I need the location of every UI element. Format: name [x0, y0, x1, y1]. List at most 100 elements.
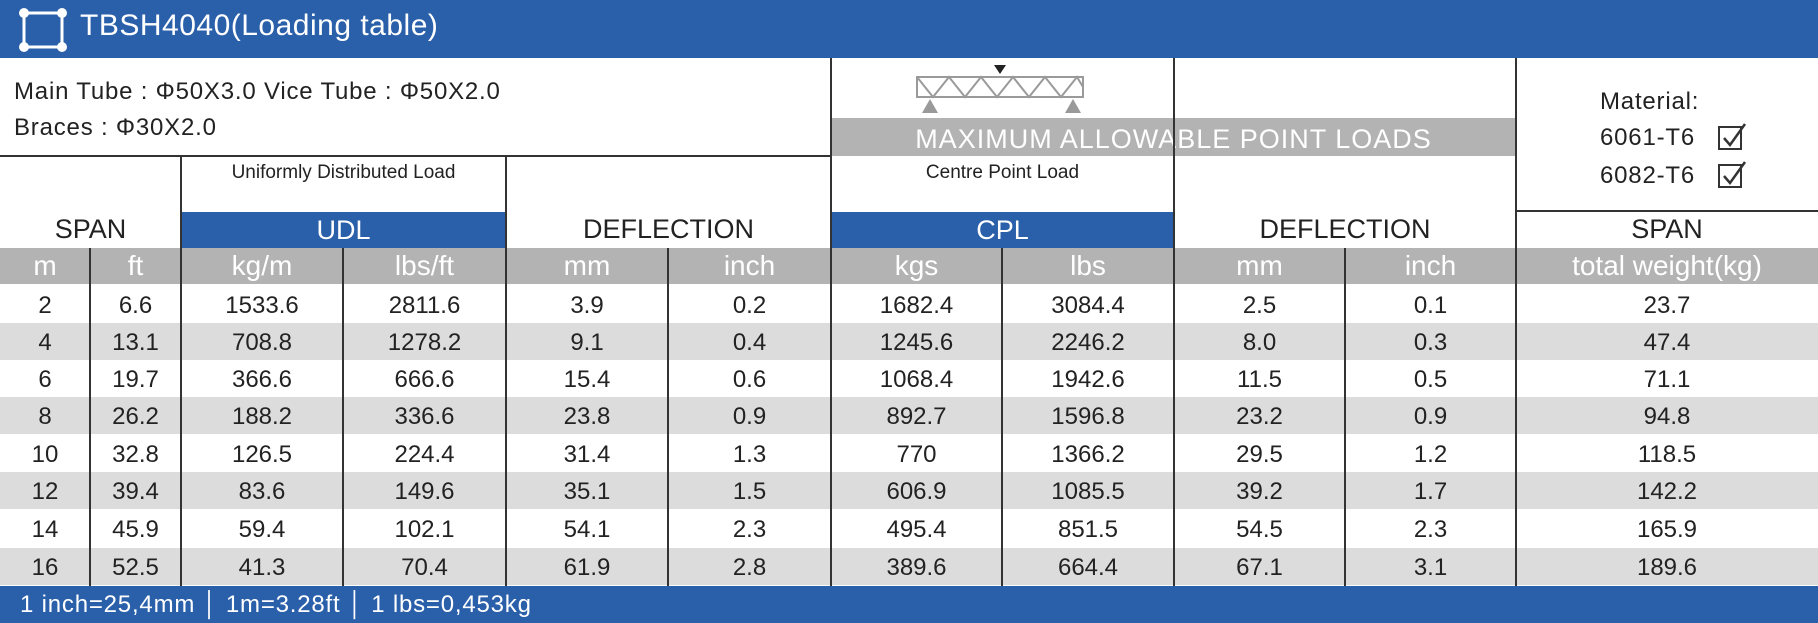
udl-header: UDL — [181, 212, 506, 248]
table-cell: 54.5 — [1236, 516, 1283, 543]
braces-spec: Braces : Φ30X2.0 — [14, 114, 217, 141]
table-cell: 19.7 — [112, 366, 159, 393]
divider — [342, 248, 344, 586]
table-cell: 851.5 — [1057, 516, 1119, 543]
divider — [830, 58, 832, 586]
table-cell: 664.4 — [1057, 554, 1119, 581]
material-option-6082: 6082-T6 — [1600, 162, 1695, 189]
span-weight-header: SPAN — [1631, 214, 1703, 244]
center-load-diagram-icon — [910, 62, 1090, 116]
table-cell: 666.6 — [394, 366, 455, 393]
table-cell: 1533.6 — [225, 292, 299, 319]
table-cell: 389.6 — [886, 554, 947, 581]
unit-label: mm — [563, 250, 611, 281]
table-cell: 2 — [38, 292, 52, 319]
truss-section-icon — [18, 7, 68, 53]
table-cell: 61.9 — [563, 554, 611, 581]
checkbox-6082-icon — [1718, 161, 1747, 188]
divider — [1173, 58, 1175, 586]
page-title: TBSH4040(Loading table) — [80, 9, 439, 42]
table-cell: 4 — [38, 329, 52, 356]
table-cell: 118.5 — [1637, 441, 1697, 468]
unit-label: ft — [127, 250, 144, 281]
divider — [505, 155, 507, 586]
divider — [1515, 58, 1517, 586]
divider — [180, 155, 182, 586]
table-cell: 23.7 — [1643, 292, 1691, 319]
table-cell: 0.6 — [732, 366, 767, 393]
material-option-6061: 6061-T6 — [1600, 124, 1695, 151]
divider — [667, 248, 669, 586]
unit-label: total weight(kg) — [1572, 250, 1762, 281]
table-cell: 2.3 — [732, 516, 767, 543]
table-cell: 45.9 — [112, 516, 159, 543]
table-cell: 1682.4 — [879, 292, 954, 319]
table-cell: 0.5 — [1413, 366, 1448, 393]
span-header: SPAN — [54, 214, 127, 244]
unit-label: m — [33, 250, 57, 281]
table-cell: 94.8 — [1643, 403, 1691, 430]
table-cell: 71.1 — [1643, 366, 1691, 393]
table-cell: 2.5 — [1242, 292, 1277, 319]
table-cell: 366.6 — [231, 366, 293, 393]
divider — [0, 155, 831, 157]
table-cell: 1245.6 — [879, 329, 954, 356]
table-cell: 12 — [31, 478, 59, 505]
table-cell: 1278.2 — [387, 329, 462, 356]
table-cell: 1068.4 — [879, 366, 954, 393]
table-cell: 0.4 — [732, 329, 767, 356]
table-cell: 83.6 — [238, 478, 286, 505]
divider — [1344, 248, 1346, 586]
table-row: 10 32.8 126.5 224.4 31.4 1.3 770 1366.2 29.5 1.2 1… — [0, 435, 1818, 472]
udl-description: Uniformly Distributed Load — [231, 162, 456, 183]
table-cell: 59.4 — [238, 516, 286, 543]
deflection-header: DEFLECTION — [582, 214, 755, 244]
unit-label: lbs/ft — [394, 250, 455, 281]
table-cell: 606.9 — [886, 478, 947, 505]
table-row: 6 19.7 366.6 666.6 15.4 0.6 1068.4 1942.6 11.5 0.… — [0, 360, 1818, 397]
title-bar: TBSH4040(Loading table) — [0, 0, 1818, 58]
table-row: 14 45.9 59.4 102.1 54.1 2.3 495.4 851.5 54.5 2.3 1… — [0, 510, 1818, 547]
table-cell: 336.6 — [394, 403, 455, 430]
table-row: 12 39.4 83.6 149.6 35.1 1.5 606.9 1085.5 39.2 1.7… — [0, 472, 1818, 509]
table-cell: 2811.6 — [388, 292, 461, 319]
table-cell: 39.2 — [1236, 478, 1283, 505]
table-cell: 10 — [31, 441, 59, 468]
table-cell: 14 — [31, 516, 59, 543]
table-cell: 224.4 — [394, 441, 455, 468]
table-cell: 1085.5 — [1051, 478, 1125, 505]
table-row: 2 6.6 1533.6 2811.6 3.9 0.2 1682.4 3084.4 2.5 0.1… — [0, 286, 1818, 323]
table-cell: 15.4 — [563, 366, 611, 393]
table-cell: 26.2 — [112, 403, 159, 430]
table-cell: 70.4 — [401, 554, 448, 581]
table-cell: 1.5 — [732, 478, 767, 505]
material-label: Material: — [1600, 88, 1700, 115]
table-cell: 892.7 — [886, 403, 947, 430]
unit-label: mm — [1236, 250, 1283, 281]
table-cell: 708.8 — [231, 329, 293, 356]
table-cell: 54.1 — [563, 516, 611, 543]
table-cell: 9.1 — [570, 329, 604, 356]
table-cell: 35.1 — [563, 478, 611, 505]
table-cell: 52.5 — [112, 554, 159, 581]
unit-label: inch — [723, 250, 776, 281]
table-cell: 0.3 — [1413, 329, 1448, 356]
table-cell: 1.7 — [1413, 478, 1448, 505]
table-cell: 6.6 — [118, 292, 153, 319]
table-cell: 189.6 — [1636, 554, 1698, 581]
table-cell: 39.4 — [112, 478, 159, 505]
divider — [1001, 248, 1003, 586]
table-cell: 142.2 — [1636, 478, 1698, 505]
table-cell: 1.3 — [732, 441, 767, 468]
table-cell: 6 — [38, 366, 52, 393]
table-cell: 16 — [31, 554, 59, 581]
table-cell: 2.3 — [1413, 516, 1448, 543]
table-cell: 32.8 — [112, 441, 159, 468]
cpl-header: CPL — [831, 212, 1174, 248]
table-cell: 0.1 — [1413, 292, 1448, 319]
table-row: 4 13.1 708.8 1278.2 9.1 0.4 1245.6 2246.2 8.0 0.3… — [0, 323, 1818, 360]
table-cell: 1366.2 — [1051, 441, 1125, 468]
table-cell: 0.9 — [732, 403, 767, 430]
table-cell: 47.4 — [1643, 329, 1691, 356]
